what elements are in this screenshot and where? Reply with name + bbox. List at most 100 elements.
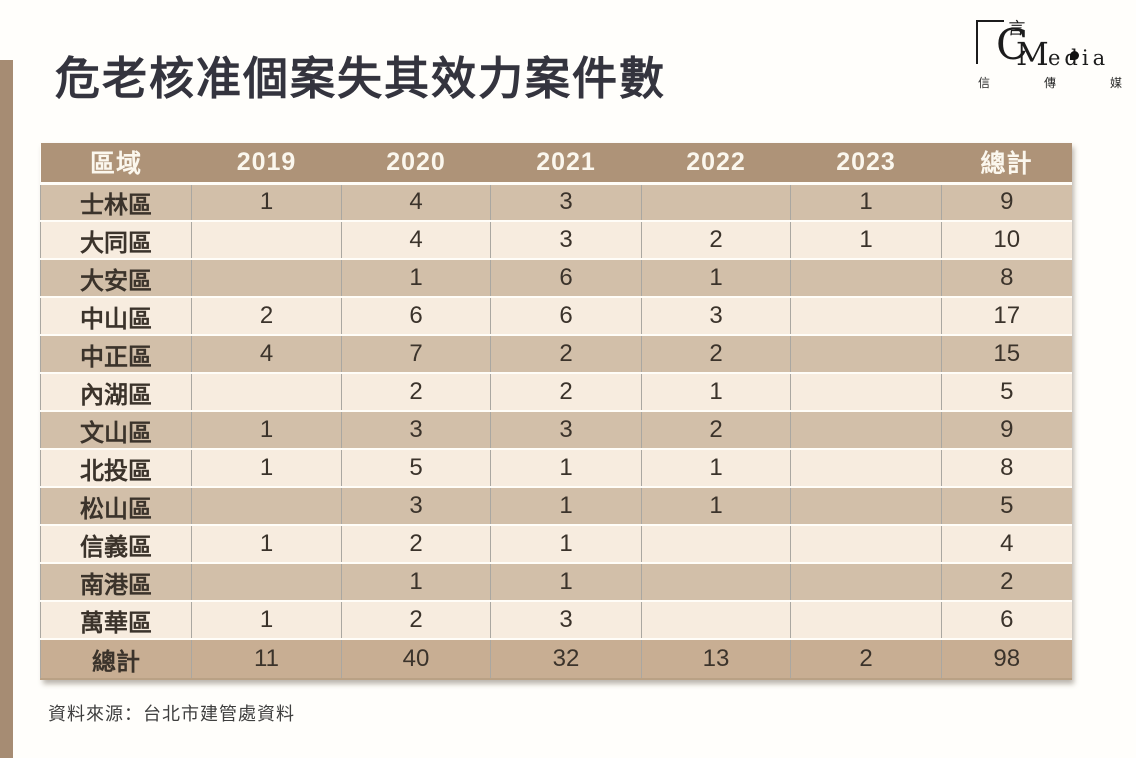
value-cell: 3 (490, 221, 642, 260)
value-cell: 2 (490, 335, 642, 374)
value-cell: 5 (341, 449, 491, 488)
value-cell: 2 (790, 639, 942, 680)
value-cell: 3 (341, 411, 491, 450)
value-cell: 2 (341, 601, 491, 640)
region-cell: 士林區 (40, 183, 192, 222)
value-cell: 1 (341, 259, 491, 298)
logo-subtitle-char: 傳 (1043, 76, 1056, 90)
column-header: 2019 (191, 143, 342, 185)
source-note: 資料來源：台北市建管處資料 (48, 704, 295, 724)
value-cell: 8 (941, 449, 1072, 488)
column-header: 2021 (490, 143, 642, 185)
value-cell: 2 (641, 221, 791, 260)
table-row: 信義區 1 2 1 4 (40, 525, 1072, 564)
value-cell: 1 (641, 373, 791, 412)
value-cell: 3 (490, 411, 642, 450)
value-cell: 4 (341, 183, 491, 222)
value-cell: 2 (191, 297, 342, 336)
region-cell: 中正區 (40, 335, 192, 374)
column-header: 2020 (341, 143, 491, 185)
value-cell (641, 601, 791, 640)
region-cell: 總計 (40, 639, 192, 680)
region-cell: 中山區 (40, 297, 192, 336)
value-cell (790, 411, 942, 450)
value-cell: 11 (191, 639, 342, 680)
value-cell (790, 563, 942, 602)
logo-edia-text: edia (1048, 46, 1110, 70)
value-cell (790, 601, 942, 640)
value-cell: 15 (941, 335, 1072, 374)
value-cell (790, 373, 942, 412)
value-cell: 4 (941, 525, 1072, 564)
cases-table: 區域 2019 2020 2021 2022 2023 總計 士林區 1 4 3 1 9 大同區 4 3 2 1… (40, 143, 1072, 680)
table-row: 中正區 4 7 2 2 15 (40, 335, 1072, 374)
value-cell: 3 (641, 297, 791, 336)
header-row: 區域 2019 2020 2021 2022 2023 總計 (40, 143, 1072, 185)
region-cell: 文山區 (40, 411, 192, 450)
value-cell (790, 297, 942, 336)
column-header: 2023 (790, 143, 942, 185)
value-cell: 4 (191, 335, 342, 374)
value-cell: 2 (341, 525, 491, 564)
value-cell: 1 (490, 525, 642, 564)
value-cell: 2 (941, 563, 1072, 602)
value-cell: 5 (941, 373, 1072, 412)
logo-subtitle-char: 信 (978, 76, 991, 90)
value-cell: 6 (490, 259, 642, 298)
value-cell: 6 (941, 601, 1072, 640)
value-cell (790, 335, 942, 374)
total-row: 總計 11 40 32 13 2 98 (40, 639, 1072, 680)
table-row: 大同區 4 3 2 1 10 (40, 221, 1072, 260)
table-header: 區域 2019 2020 2021 2022 2023 總計 (40, 143, 1072, 185)
value-cell: 1 (191, 525, 342, 564)
value-cell (191, 259, 342, 298)
table-row: 萬華區 1 2 3 6 (40, 601, 1072, 640)
value-cell: 4 (341, 221, 491, 260)
value-cell (191, 487, 342, 526)
table-row: 北投區 1 5 1 1 8 (40, 449, 1072, 488)
value-cell: 1 (490, 563, 642, 602)
value-cell: 3 (341, 487, 491, 526)
value-cell: 2 (641, 335, 791, 374)
column-header: 區域 (40, 143, 192, 185)
value-cell: 13 (641, 639, 791, 680)
value-cell: 1 (191, 601, 342, 640)
value-cell: 1 (641, 449, 791, 488)
logo-pie-dot-icon (1070, 51, 1079, 60)
region-cell: 信義區 (40, 525, 192, 564)
value-cell (191, 221, 342, 260)
value-cell (191, 373, 342, 412)
column-header: 2022 (641, 143, 791, 185)
data-table-container: 區域 2019 2020 2021 2022 2023 總計 士林區 1 4 3 1 9 大同區 4 3 2 1… (40, 143, 1072, 680)
value-cell: 3 (490, 183, 642, 222)
left-accent-bar (0, 60, 13, 758)
logo-letter-c: C (996, 20, 1029, 69)
value-cell: 6 (341, 297, 491, 336)
table-row: 大安區 1 6 1 8 (40, 259, 1072, 298)
value-cell: 1 (191, 183, 342, 222)
value-cell: 1 (490, 449, 642, 488)
value-cell: 1 (191, 449, 342, 488)
value-cell: 2 (490, 373, 642, 412)
value-cell: 98 (941, 639, 1072, 680)
region-cell: 大安區 (40, 259, 192, 298)
page-title: 危老核准個案失其效力案件數 (55, 53, 667, 104)
value-cell: 1 (341, 563, 491, 602)
value-cell: 8 (941, 259, 1072, 298)
value-cell: 1 (490, 487, 642, 526)
value-cell: 9 (941, 411, 1072, 450)
logo-subtitle: 信傳媒 (978, 74, 1122, 91)
value-cell: 1 (191, 411, 342, 450)
value-cell: 17 (941, 297, 1072, 336)
value-cell (641, 563, 791, 602)
value-cell: 40 (341, 639, 491, 680)
value-cell (790, 449, 942, 488)
value-cell (790, 487, 942, 526)
value-cell: 1 (790, 221, 942, 260)
value-cell: 7 (341, 335, 491, 374)
value-cell: 2 (641, 411, 791, 450)
cmmedia-logo: 言 C M edia 信傳媒 (964, 8, 1124, 92)
value-cell (641, 183, 791, 222)
value-cell: 2 (341, 373, 491, 412)
value-cell: 6 (490, 297, 642, 336)
